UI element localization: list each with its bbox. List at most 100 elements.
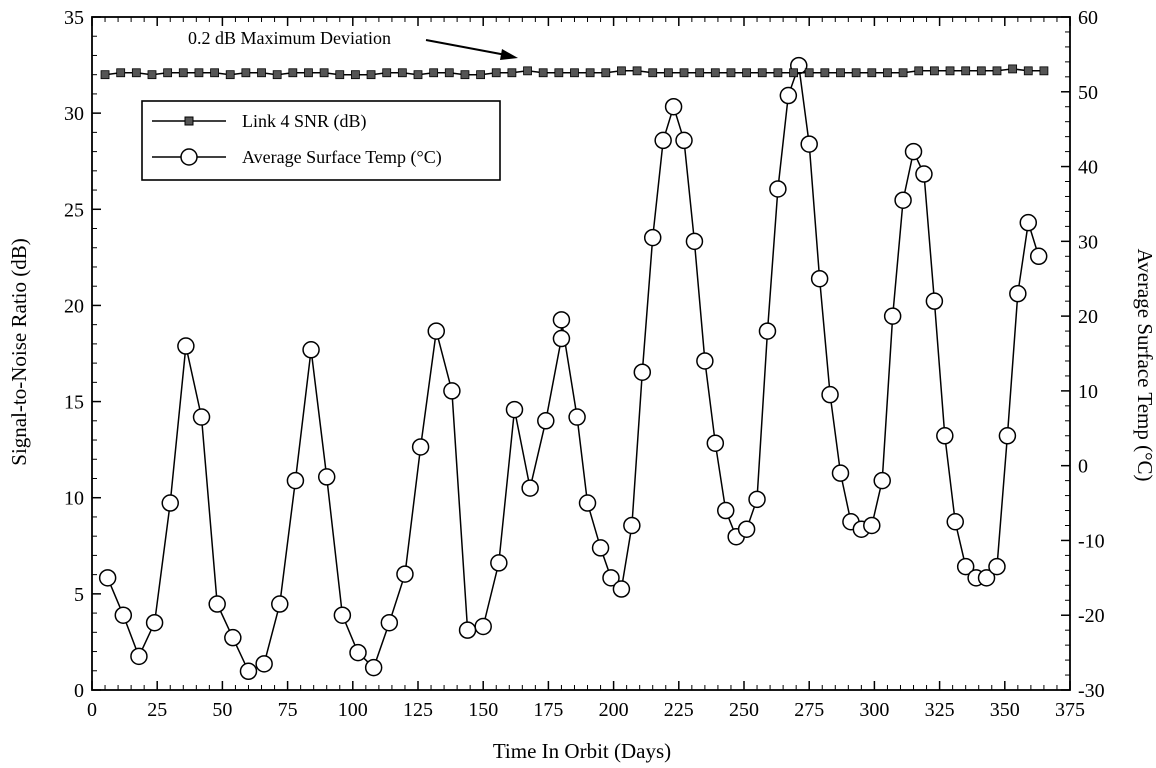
temp-point [98,569,117,587]
temp-point [602,569,620,587]
snr-point [992,66,1002,76]
temp-point [633,363,652,381]
snr-point [491,68,501,78]
temp-point [863,516,881,535]
x-tick-label: 0 [87,699,97,721]
snr-point [945,66,955,76]
temp-point [696,352,714,370]
temp-point [831,464,850,482]
snr-point [319,68,329,78]
snr-point [679,68,689,78]
temp-point [317,468,336,486]
snr-point [585,68,595,78]
temp-point [302,341,320,359]
temp-point [956,557,975,576]
temp-point [654,131,672,150]
temp-point [988,557,1006,576]
y2-tick-label: 50 [1078,82,1098,104]
temp-point [998,427,1017,445]
temp-point [208,595,226,613]
temp-point [1009,284,1027,303]
y2-tick-label: 10 [1078,381,1098,403]
temp-point [114,606,133,624]
snr-point [476,70,485,80]
snr-point [554,68,564,78]
x-tick-label: 100 [338,699,368,721]
snr-point [867,68,877,78]
temp-point [552,329,571,348]
x-axis-label: Time In Orbit (Days) [493,739,671,763]
y2-axis-label: Average Surface Temp (°C) [1133,249,1156,482]
y-tick-label: 15 [64,392,84,414]
snr-point [1008,64,1018,74]
temp-point [161,494,179,512]
temp-point [578,494,597,512]
snr-point [804,68,814,78]
temp-point [643,228,662,247]
snr-point [257,68,266,78]
temp-point [286,471,305,490]
snr-point [335,70,345,80]
x-tick-label: 75 [278,699,298,721]
temp-point [474,617,492,636]
temp-point [946,513,964,531]
snr-point [1023,66,1033,76]
snr-point [836,68,845,78]
temp-point [145,613,164,632]
y-axis-label: Signal-to-Noise Ratio (dB) [7,238,31,465]
temp-point [1029,247,1048,266]
x-tick-label: 200 [599,699,629,721]
temp-point [758,322,777,340]
legend-snr-label: Link 4 SNR (dB) [242,111,367,132]
snr-point [1039,66,1049,76]
temp-point [552,311,571,329]
snr-point [757,68,767,78]
y-tick-label: 10 [64,488,84,510]
temp-point [349,643,367,662]
temp-point [537,412,555,430]
snr-point [288,68,298,78]
snr-point [444,68,454,78]
snr-point [789,68,798,78]
snr-point [382,68,392,78]
snr-point [523,66,532,76]
temp-point [925,292,944,310]
temp-point [716,501,735,520]
temp-point [130,647,148,666]
x-tick-label: 350 [990,699,1020,721]
temp-point [568,408,586,426]
temp-point [364,658,383,677]
temp-point [443,382,461,400]
y2-tick-label: 0 [1078,456,1088,478]
snr-point [961,66,971,76]
temp-point [779,86,798,105]
snr-point [147,70,157,80]
temp-point [873,471,891,490]
snr-point [663,68,673,78]
snr-point [366,70,376,80]
temp-point [883,307,902,325]
legend-box [141,100,501,181]
snr-point [726,68,736,78]
x-tick-label: 250 [729,699,759,721]
temp-point [239,662,258,681]
temp-point [800,135,818,153]
snr-point [929,66,939,76]
snr-point [601,68,611,78]
plot-frame [91,16,1071,691]
temp-point [936,427,954,445]
snr-point [914,66,924,76]
temp-point [664,97,683,116]
y2-tick-label: 40 [1078,157,1098,179]
y2-tick-label: 20 [1078,306,1098,328]
temp-point [685,232,704,251]
x-tick-label: 125 [403,699,433,721]
x-tick-label: 275 [794,699,824,721]
snr-point [131,68,141,78]
temp-point [380,613,399,632]
temp-point [177,337,195,355]
y2-tick-label: 60 [1078,7,1098,29]
temp-point [810,269,829,288]
x-tick-label: 175 [533,699,563,721]
